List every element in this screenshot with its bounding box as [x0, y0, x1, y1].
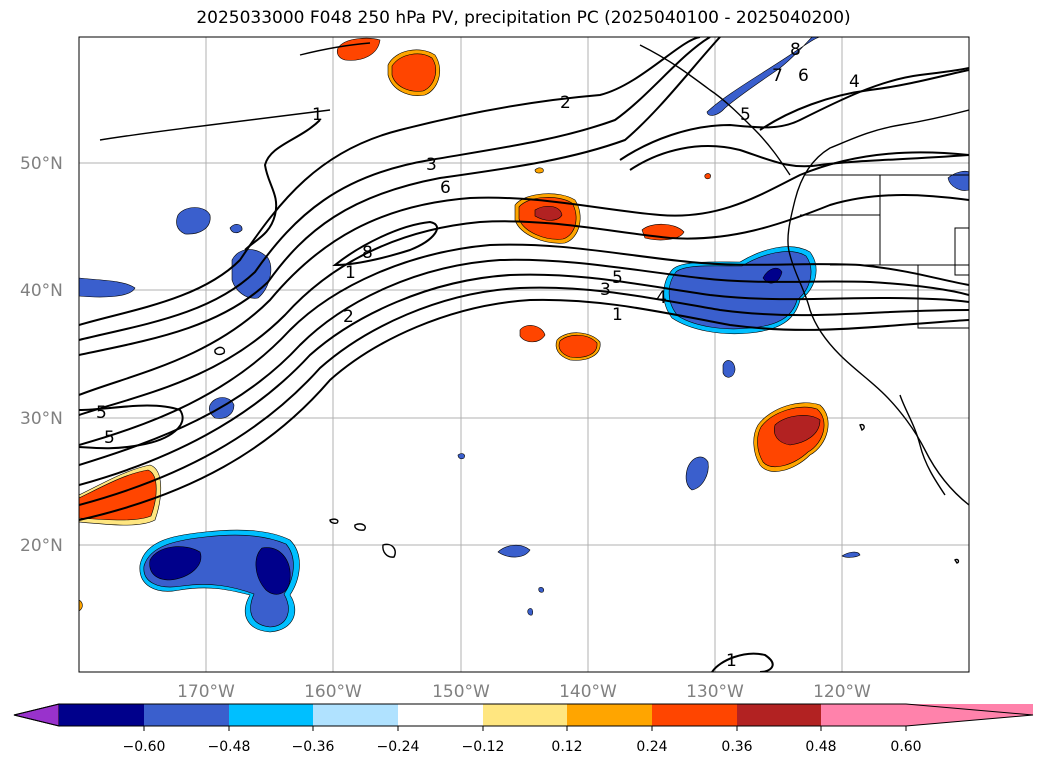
- lat-label: 50°N: [20, 154, 63, 174]
- map-frame: [78, 36, 970, 673]
- colorbar-tick-label: 0.48: [805, 739, 836, 755]
- lat-label: 30°N: [20, 409, 63, 429]
- colorbar-segment: [821, 704, 906, 726]
- contour-label: 1: [312, 105, 323, 125]
- contour-label: 4: [656, 288, 667, 308]
- contour-label: 6: [798, 66, 809, 86]
- colorbar-tick-label: 0.12: [551, 739, 582, 755]
- colorbar-segment: [398, 704, 483, 726]
- colorbar-segment: [313, 704, 398, 726]
- contour-label: 1: [612, 305, 623, 325]
- contour-label: 1: [726, 651, 737, 671]
- map-area: 1 2 3 6 8 1 2 5 3 1 4 5 5 8 7 6 4 5 1: [79, 37, 969, 672]
- colorbar-tick-label: −0.36: [292, 739, 335, 755]
- colorbar-segment: [652, 704, 737, 726]
- lon-label: 150°W: [432, 682, 490, 702]
- contour-label: 1: [345, 263, 356, 283]
- colorbar-tick-label: −0.48: [208, 739, 251, 755]
- state-boundaries: [800, 174, 969, 329]
- colorbar-tick-label: −0.60: [123, 739, 166, 755]
- colorbar-tick-label: 0.24: [636, 739, 667, 755]
- contour-label: 5: [740, 105, 751, 125]
- lon-label: 160°W: [304, 682, 362, 702]
- latitude-labels: 50°N 40°N 30°N 20°N: [20, 154, 63, 556]
- colorbar-segment: [567, 704, 652, 726]
- colorbar-tick-label: −0.24: [377, 739, 420, 755]
- colorbar: −0.60 −0.48 −0.36 −0.24 −0.12 0.12 0.24 …: [13, 703, 1034, 755]
- pv-contours: [79, 37, 969, 672]
- colorbar-segment: [59, 704, 144, 726]
- coastlines: [99, 42, 969, 564]
- lon-label: 140°W: [559, 682, 617, 702]
- colorbar-segment: [483, 704, 567, 726]
- map-title: 2025033000 F048 250 hPa PV, precipitatio…: [196, 8, 851, 28]
- colorbar-segment: [229, 704, 313, 726]
- colorbar-tick-label: 0.36: [721, 739, 752, 755]
- negative-precip-areas: [79, 37, 969, 633]
- lon-label: 170°W: [177, 682, 235, 702]
- colorbar-tick-label: −0.12: [462, 739, 505, 755]
- colorbar-tick-label: 0.60: [890, 739, 921, 755]
- contour-label: 8: [362, 243, 373, 263]
- colorbar-segment: [737, 704, 821, 726]
- lon-label: 130°W: [686, 682, 744, 702]
- contour-label: 2: [343, 307, 354, 327]
- lon-label: 120°W: [813, 682, 871, 702]
- contour-labels: 1 2 3 6 8 1 2 5 3 1 4 5 5 8 7 6 4 5 1: [96, 40, 860, 671]
- contour-label: 5: [104, 428, 115, 448]
- colorbar-extend-left: [13, 703, 60, 727]
- lat-label: 20°N: [20, 536, 63, 556]
- contour-label: 3: [426, 155, 437, 175]
- longitude-labels: 170°W 160°W 150°W 140°W 130°W 120°W: [177, 682, 871, 702]
- contour-label: 3: [600, 280, 611, 300]
- contour-label: 6: [440, 178, 451, 198]
- contour-label: 4: [849, 72, 860, 92]
- contour-label: 2: [560, 93, 571, 113]
- colorbar-segment: [144, 704, 229, 726]
- positive-precip-areas: [79, 38, 829, 612]
- contour-label: 7: [772, 66, 783, 86]
- contour-label: 5: [612, 268, 623, 288]
- colorbar-extend-right: [906, 704, 1033, 726]
- contour-label: 5: [96, 403, 107, 423]
- lat-label: 40°N: [20, 281, 63, 301]
- contour-label: 8: [790, 40, 801, 60]
